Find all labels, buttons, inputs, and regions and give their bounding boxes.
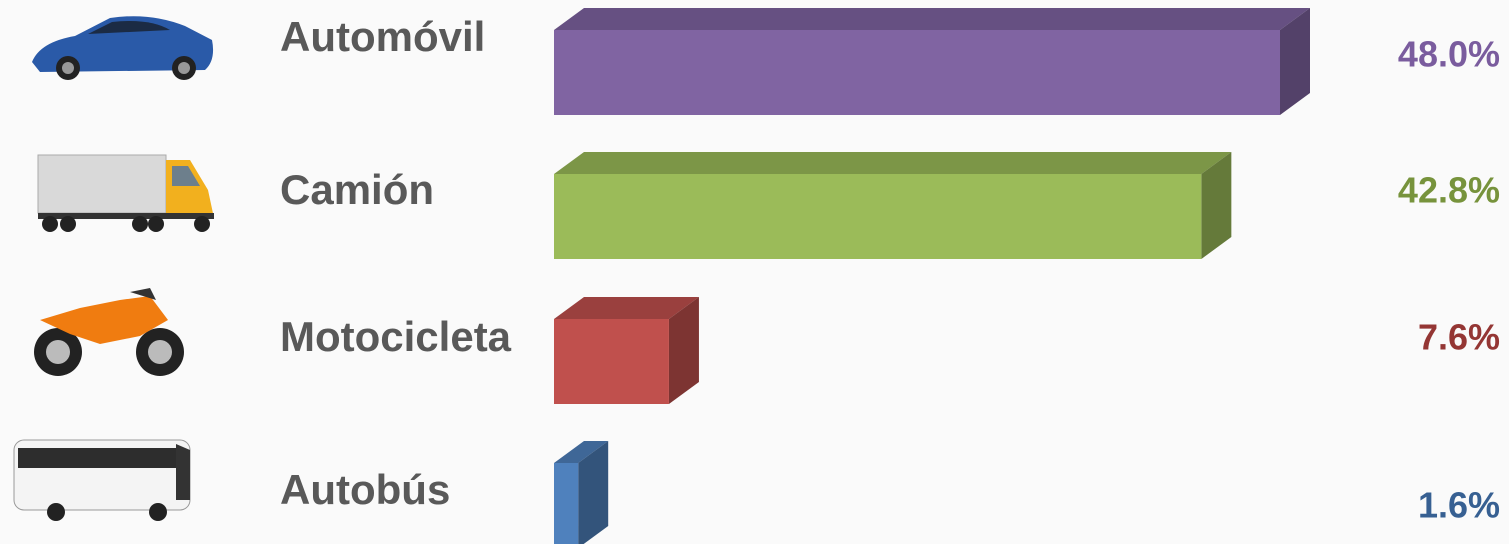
bus-icon (13, 439, 191, 521)
bar (554, 463, 579, 544)
bar-side (668, 297, 699, 404)
value-label: 1.6% (1418, 485, 1500, 526)
category-label: Autobús (280, 466, 450, 513)
value-label: 42.8% (1398, 170, 1500, 211)
bar-top (554, 441, 609, 463)
bar-top (554, 152, 1232, 174)
category-label: Camión (280, 166, 434, 213)
bar (554, 30, 1280, 115)
truck-icon (37, 154, 214, 232)
category-label: Automóvil (280, 13, 485, 60)
bar-top (554, 297, 699, 319)
motorcycle-icon (34, 288, 184, 376)
bar (554, 319, 669, 404)
bar (554, 174, 1202, 259)
value-label: 48.0% (1398, 34, 1500, 75)
value-label: 7.6% (1418, 317, 1500, 358)
bar-side (1201, 152, 1232, 259)
bar-side (578, 441, 609, 544)
bar-side (1280, 8, 1310, 115)
category-label: Motocicleta (280, 313, 512, 360)
bar-top (554, 8, 1310, 30)
car-icon (32, 16, 214, 80)
